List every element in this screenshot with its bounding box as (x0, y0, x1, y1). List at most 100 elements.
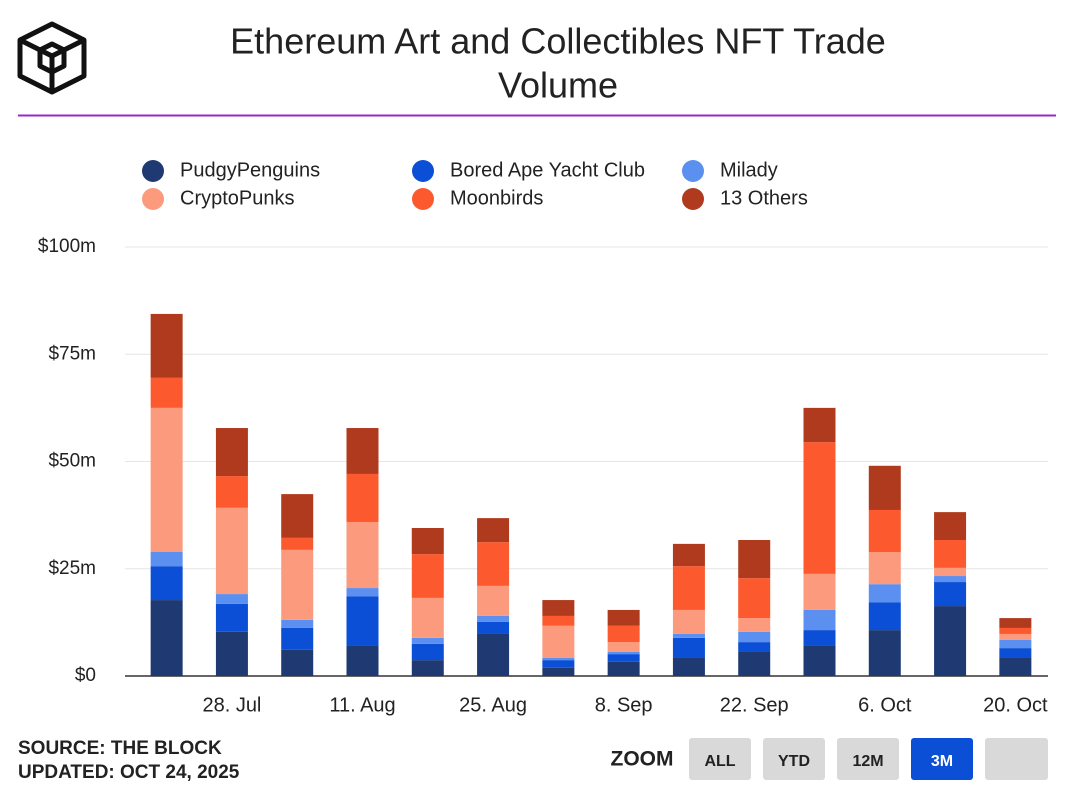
bar-segment (215, 476, 248, 508)
legend-label[interactable]: Moonbirds (450, 187, 543, 209)
bar-segment (607, 609, 640, 626)
legend-swatch[interactable] (142, 188, 164, 210)
legend-label[interactable]: CryptoPunks (180, 187, 295, 209)
zoom-button-bg[interactable] (911, 738, 973, 780)
bar-segment (346, 588, 379, 597)
y-tick-label: $75m (48, 343, 96, 364)
x-tick-label: 25. Aug (459, 694, 527, 716)
bar-segment (150, 377, 183, 408)
bar-segment (542, 600, 575, 616)
chart-title: Ethereum Art and Collectibles NFT Trade (230, 21, 886, 62)
legend-item[interactable]: CryptoPunks (142, 187, 295, 210)
bar-segment (738, 642, 771, 652)
bar-segment (868, 584, 901, 603)
bar-segment (477, 585, 510, 616)
bar-segment (607, 654, 640, 662)
bar-segment (477, 542, 510, 586)
bar-segment (803, 645, 836, 676)
bar-segment (999, 639, 1032, 649)
bar-segment (999, 618, 1032, 628)
zoom-button-label[interactable]: 3M (931, 753, 953, 770)
bar-segment (934, 512, 967, 541)
bar-segment (607, 651, 640, 655)
legend-item[interactable]: Bored Ape Yacht Club (412, 159, 645, 182)
x-tick-label: 28. Jul (202, 694, 261, 716)
legend-swatch[interactable] (682, 160, 704, 182)
legend-label[interactable]: PudgyPenguins (180, 159, 320, 181)
bar-segment (411, 554, 444, 598)
bar-segment (411, 643, 444, 661)
bar-segment (999, 648, 1032, 658)
zoom-button[interactable]: 12M (837, 738, 899, 780)
bar-segment (607, 625, 640, 643)
legend-swatch[interactable] (412, 188, 434, 210)
bar-segment (477, 518, 510, 543)
zoom-button[interactable] (985, 738, 1048, 780)
y-tick-label: $25m (48, 558, 96, 579)
bar-segment (542, 667, 575, 676)
legend-item[interactable]: Milady (682, 159, 778, 182)
bar-segment (281, 549, 314, 620)
source: SOURCE: THE BLOCK (18, 738, 222, 759)
zoom-button-label[interactable]: YTD (778, 753, 810, 770)
zoom-button[interactable]: YTD (763, 738, 825, 780)
x-tick-label: 8. Sep (595, 694, 653, 716)
zoom-button-label[interactable]: ALL (704, 753, 735, 770)
bar-segment (477, 615, 510, 622)
legend-swatch[interactable] (142, 160, 164, 182)
bar-segment (542, 657, 575, 661)
bar-segment (934, 576, 967, 583)
zoom-label: ZOOM (611, 748, 674, 771)
x-tick-label: 22. Sep (720, 694, 789, 716)
bar-segment (934, 582, 967, 607)
updated: UPDATED: OCT 24, 2025 (18, 762, 240, 783)
bar-segment (281, 537, 314, 550)
bar-segment (868, 509, 901, 553)
bar-segment (672, 543, 705, 567)
bar-segment (868, 630, 901, 676)
legend-label[interactable]: Milady (720, 159, 778, 181)
zoom-button-label[interactable]: 12M (852, 753, 883, 770)
bar-segment (672, 566, 705, 610)
bar-segment (803, 609, 836, 631)
zoom-button-bg[interactable] (763, 738, 825, 780)
bar-segment (346, 645, 379, 676)
bar-segment (672, 657, 705, 676)
zoom-button-bg[interactable] (837, 738, 899, 780)
bar-segment (346, 521, 379, 589)
legend-label[interactable]: Bored Ape Yacht Club (450, 159, 645, 181)
legend-item[interactable]: Moonbirds (412, 187, 543, 210)
bar-segment (215, 594, 248, 604)
zoom-button[interactable]: 3M (911, 738, 973, 780)
legend-label[interactable]: 13 Others (720, 187, 808, 209)
bar-segment (346, 473, 379, 522)
legend-swatch[interactable] (412, 160, 434, 182)
legend-item[interactable]: PudgyPenguins (142, 159, 320, 182)
bar-segment (672, 637, 705, 658)
legend-item[interactable]: 13 Others (682, 187, 808, 210)
chart-title: Volume (498, 65, 618, 106)
bar-segment (738, 540, 771, 579)
legend-swatch[interactable] (682, 188, 704, 210)
y-tick-label: $100m (38, 236, 96, 257)
zoom-button[interactable]: ALL (689, 738, 751, 780)
zoom-button-bg[interactable] (689, 738, 751, 780)
bar-segment (672, 609, 705, 634)
bar-segment (477, 621, 510, 634)
bar-segment (150, 552, 183, 567)
bar-segment (999, 657, 1032, 676)
bar-segment (150, 566, 183, 601)
bar-segment (281, 494, 314, 538)
bar-segment (411, 637, 444, 644)
bar-segment (999, 633, 1032, 640)
bar-segment (934, 606, 967, 676)
bar-segment (411, 597, 444, 638)
bar-segment (150, 600, 183, 676)
bar-segment (868, 602, 901, 631)
bar-segment (607, 642, 640, 652)
bar-segment (999, 627, 1032, 634)
bar-segment (738, 651, 771, 676)
bar-segment (934, 567, 967, 577)
y-tick-label: $50m (48, 451, 96, 472)
